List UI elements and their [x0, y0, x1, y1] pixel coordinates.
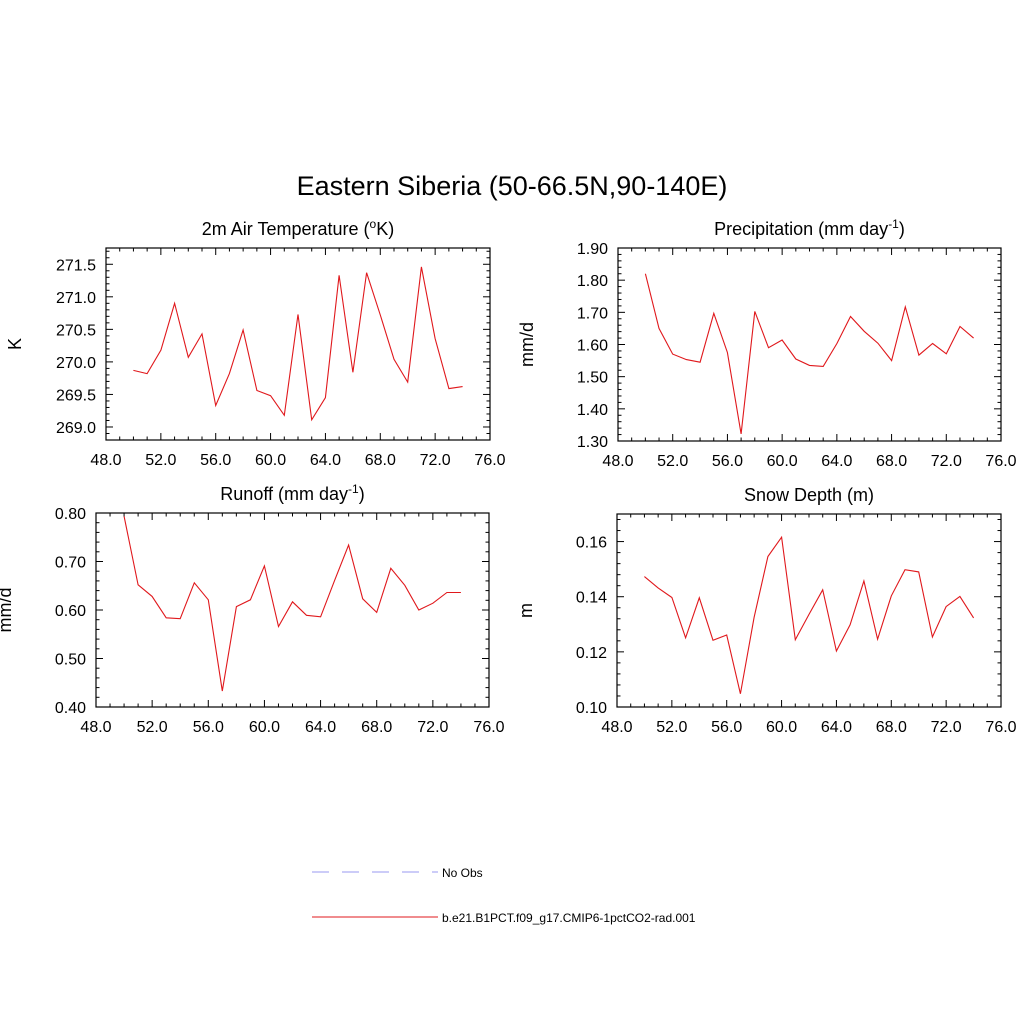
y-tick-label: 0.50 [55, 652, 86, 669]
x-tick-label: 56.0 [711, 719, 742, 736]
x-tick-label: 76.0 [985, 719, 1016, 736]
y-tick-label: 0.14 [576, 590, 607, 607]
y-tick-label: 0.12 [576, 645, 607, 662]
y-tick-label: 1.90 [577, 241, 608, 258]
legend: No Obs b.e21.B1PCT.f09_g17.CMIP6-1pctCO2-… [312, 866, 696, 925]
x-tick-label: 68.0 [365, 452, 396, 469]
y-tick-label: 270.5 [56, 322, 96, 339]
legend-label: b.e21.B1PCT.f09_g17.CMIP6-1pctCO2-rad.00… [442, 911, 696, 925]
x-tick-label: 64.0 [305, 719, 336, 736]
y-axis-label: K [5, 338, 25, 350]
y-tick-label: 0.40 [55, 700, 86, 717]
y-tick-label: 0.70 [55, 555, 86, 572]
y-tick-label: 269.5 [56, 387, 96, 404]
panel-title: Snow Depth (m) [744, 485, 874, 505]
y-tick-label: 1.50 [577, 370, 608, 387]
plot-frame [616, 513, 1002, 708]
x-tick-label: 48.0 [90, 452, 121, 469]
x-tick-label: 68.0 [876, 719, 907, 736]
chart-panel-3: 48.0 52.0 56.0 60.0 64.0 68.0 72.0 76.0 0.40 0.50… [0, 482, 505, 736]
x-tick-label: 48.0 [80, 719, 111, 736]
x-tick-label: 52.0 [656, 719, 687, 736]
x-tick-label: 68.0 [876, 453, 907, 470]
plot-frame [95, 512, 490, 708]
x-tick-label: 60.0 [255, 452, 286, 469]
legend-label: No Obs [442, 866, 483, 880]
y-axis-label: mm/d [0, 588, 15, 633]
x-tick-label: 60.0 [249, 719, 280, 736]
chart-panel-1: 48.0 52.0 56.0 60.0 64.0 68.0 72.0 76.0 269.0 269… [5, 217, 506, 469]
x-tick-label: 60.0 [767, 453, 798, 470]
x-tick-label: 72.0 [931, 453, 962, 470]
x-tick-label: 76.0 [473, 719, 504, 736]
series-line [644, 535, 975, 694]
panel-title: Runoff (mm day-1) [220, 482, 364, 504]
x-tick-label: 52.0 [657, 453, 688, 470]
y-tick-label: 0.10 [576, 700, 607, 717]
y-tick-label: 1.60 [577, 338, 608, 355]
figure-title: Eastern Siberia (50-66.5N,90-140E) [297, 171, 728, 201]
panel-title: Precipitation (mm day-1) [714, 217, 905, 239]
x-tick-label: 72.0 [931, 719, 962, 736]
panel-title: 2m Air Temperature (oK) [202, 217, 394, 239]
series-line [133, 266, 463, 422]
chart-panels: 48.0 52.0 56.0 60.0 64.0 68.0 72.0 76.0 269.0 269… [0, 217, 1017, 736]
plot-frame [105, 247, 491, 441]
y-tick-label: 1.70 [577, 305, 608, 322]
x-tick-label: 76.0 [474, 452, 505, 469]
x-tick-label: 52.0 [137, 719, 168, 736]
x-tick-label: 56.0 [200, 452, 231, 469]
x-tick-label: 76.0 [985, 453, 1016, 470]
series-line [644, 273, 974, 434]
x-tick-label: 68.0 [361, 719, 392, 736]
y-tick-label: 271.0 [56, 290, 96, 307]
y-tick-label: 1.30 [577, 434, 608, 451]
y-tick-label: 271.5 [56, 257, 96, 274]
x-tick-label: 64.0 [821, 719, 852, 736]
y-tick-label: 1.80 [577, 273, 608, 290]
plot-frame [617, 247, 1002, 442]
x-tick-label: 72.0 [417, 719, 448, 736]
y-axis-label: m [516, 603, 536, 618]
x-tick-label: 64.0 [310, 452, 341, 469]
chart-panel-2: 48.0 52.0 56.0 60.0 64.0 68.0 72.0 76.0 1.30 1.40… [517, 217, 1017, 470]
y-tick-label: 0.16 [576, 535, 607, 552]
y-tick-label: 1.40 [577, 402, 608, 419]
x-tick-label: 48.0 [602, 453, 633, 470]
x-tick-label: 64.0 [821, 453, 852, 470]
x-tick-label: 60.0 [766, 719, 797, 736]
x-tick-label: 72.0 [420, 452, 451, 469]
y-tick-label: 269.0 [56, 420, 96, 437]
y-tick-label: 270.0 [56, 355, 96, 372]
chart-panel-4: 48.0 52.0 56.0 60.0 64.0 68.0 72.0 76.0 0.10 0.12… [516, 485, 1017, 736]
x-tick-label: 56.0 [193, 719, 224, 736]
y-tick-label: 0.60 [55, 603, 86, 620]
x-tick-label: 52.0 [145, 452, 176, 469]
y-axis-label: mm/d [517, 322, 537, 367]
x-tick-label: 48.0 [601, 719, 632, 736]
x-tick-label: 56.0 [712, 453, 743, 470]
series-line [123, 516, 461, 692]
y-tick-label: 0.80 [55, 506, 86, 523]
